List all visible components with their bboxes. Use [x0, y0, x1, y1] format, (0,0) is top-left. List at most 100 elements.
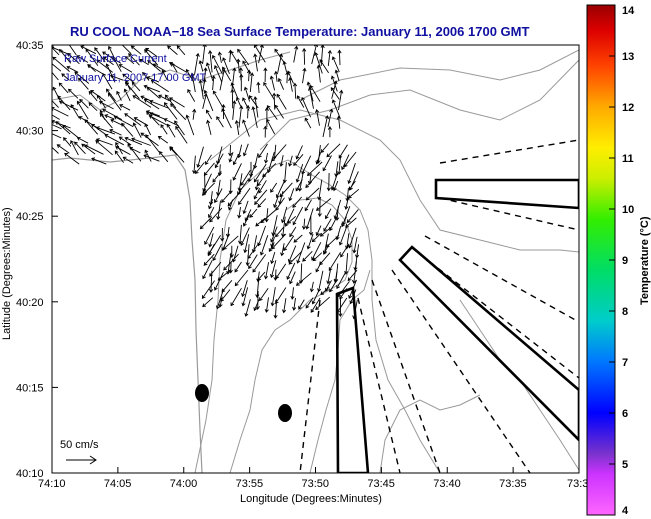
current-vector-arrow	[232, 163, 242, 181]
current-vector-arrow	[268, 242, 275, 253]
current-vector-arrow	[310, 297, 321, 313]
colorbar-tick-label: 6	[622, 408, 628, 420]
current-vector-arrow	[306, 233, 314, 250]
current-vector-arrow	[292, 196, 302, 208]
current-vector-arrow	[57, 95, 71, 111]
current-vector-arrow	[202, 78, 207, 92]
current-vector-arrow	[301, 218, 307, 230]
bathymetry-contour-1	[194, 159, 441, 473]
current-vector-arrow	[76, 55, 89, 63]
current-vector-arrow	[148, 114, 168, 126]
current-vector-arrow	[298, 263, 304, 285]
current-vector-arrow	[204, 226, 215, 245]
current-vector-arrow	[278, 190, 284, 205]
current-vector-arrow	[52, 124, 62, 130]
colorbar-tick-label: 11	[622, 153, 634, 165]
bathymetry-contour-5	[259, 59, 579, 151]
current-vector-arrow	[327, 126, 332, 138]
y-tick-label: 40:10	[16, 468, 44, 480]
current-vector-arrow	[132, 95, 152, 108]
current-vector-arrow	[288, 155, 293, 167]
current-vector-arrow	[167, 45, 178, 55]
current-vector-arrow	[266, 118, 276, 135]
current-vector-arrow	[146, 87, 160, 99]
colorbar-tick-label: 9	[622, 255, 628, 267]
current-vector-arrow	[254, 179, 259, 191]
current-vector-arrow	[263, 125, 268, 138]
current-vector-arrow	[240, 170, 251, 186]
bathymetry-contour-6	[299, 49, 579, 101]
current-vector-arrow	[312, 252, 323, 262]
current-vector-arrow	[163, 118, 180, 127]
current-vector-arrow	[323, 243, 330, 255]
current-vector-arrow	[331, 80, 338, 99]
current-vector-arrow	[352, 299, 358, 320]
current-vector-arrow	[237, 207, 242, 219]
current-vector-arrow	[109, 128, 122, 136]
current-vector-arrow	[234, 119, 240, 136]
current-vector-arrow	[314, 108, 320, 126]
current-vector-arrow	[331, 56, 340, 73]
current-vector-arrow	[211, 54, 223, 75]
current-vector-arrow	[223, 253, 239, 271]
y-tick-label: 40:15	[16, 382, 44, 394]
current-vector-arrow	[236, 58, 241, 74]
current-vector-arrow	[273, 269, 278, 281]
current-vector-arrow	[264, 107, 269, 127]
current-vector-arrow	[344, 196, 349, 210]
current-vector-arrow	[219, 68, 226, 91]
current-vector-arrow	[202, 297, 214, 308]
current-vector-arrow	[212, 90, 224, 108]
current-vector-arrow	[248, 254, 258, 270]
current-vector-arrow	[282, 60, 288, 73]
current-vector-arrow	[275, 287, 287, 305]
current-vector-arrow	[245, 244, 250, 267]
current-vector-arrow	[253, 187, 261, 200]
current-vector-arrow	[255, 217, 266, 227]
current-vector-arrow	[345, 188, 350, 202]
current-vector-arrow	[298, 299, 305, 310]
current-vector-arrow	[59, 48, 72, 64]
current-vector-arrow	[115, 146, 131, 155]
overlay-line-2: January 11, 2007 17:00 GMT	[64, 72, 207, 84]
current-vector-arrow	[304, 117, 312, 129]
current-vector-arrow	[273, 299, 278, 319]
current-vector-arrow	[317, 270, 324, 293]
current-vector-arrow	[113, 115, 134, 127]
current-vector-arrow	[218, 296, 223, 308]
current-vector-arrow	[286, 262, 296, 280]
current-vector-arrow	[253, 299, 260, 312]
current-vector-arrow	[95, 126, 116, 135]
current-vector-arrow	[58, 82, 69, 94]
current-vector-arrow	[255, 290, 260, 310]
y-axis-ticks: 40:35 40:30 40:25 40:20 40:15 40:10	[16, 40, 58, 480]
current-vector-arrow	[302, 47, 307, 65]
current-vector-arrow	[168, 61, 187, 73]
current-vector-arrow	[206, 119, 212, 135]
current-vector-arrow	[301, 96, 312, 118]
current-vector-arrow	[74, 141, 86, 155]
current-vector-arrow	[87, 64, 105, 75]
radar-beam-wedges	[335, 178, 579, 473]
current-vector-arrow	[330, 75, 338, 92]
current-vector-arrow	[329, 279, 338, 293]
current-vector-arrow	[311, 242, 322, 261]
current-vector-arrow	[232, 153, 240, 166]
map-title: RU COOL NOAA−18 Sea Surface Temperature:…	[70, 24, 529, 39]
current-vector-arrow	[170, 103, 187, 121]
current-vector-arrow	[315, 152, 322, 165]
current-vector-arrow	[68, 45, 77, 56]
current-vector-arrow	[319, 226, 332, 237]
current-vector-arrow	[157, 136, 169, 144]
current-vector-arrow	[139, 58, 149, 66]
current-vector-arrow	[76, 100, 89, 120]
current-vector-arrow	[176, 45, 186, 56]
colorbar-tick-label: 10	[622, 204, 634, 216]
current-vector-arrow	[317, 197, 322, 218]
current-vector-arrow	[116, 90, 122, 101]
current-vector-arrow	[232, 100, 237, 120]
current-vector-arrow	[56, 144, 70, 154]
current-vector-arrow	[118, 136, 132, 146]
current-vector-arrow	[334, 69, 340, 82]
current-vector-arrow	[70, 104, 80, 119]
